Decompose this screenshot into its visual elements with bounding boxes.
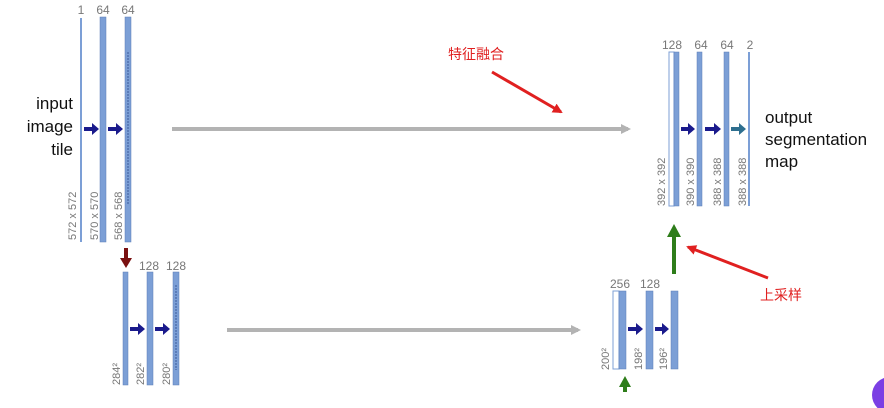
cropped-copy (668, 51, 675, 207)
conv-arrows (628, 323, 669, 335)
size-label: 568 x 568 (113, 192, 125, 240)
cropped-copy (612, 290, 620, 370)
final-conv-arrow (731, 123, 746, 135)
feature-map-conv5 (645, 290, 654, 370)
size-label: 200² (600, 348, 612, 370)
feature-map-conv7 (696, 51, 703, 207)
annotation-fusion: 特征融合 (448, 47, 563, 114)
up-conv-arrow (619, 376, 631, 392)
size-label: 388 x 388 (737, 158, 749, 206)
channel-label: 64 (121, 3, 135, 17)
size-label: 570 x 570 (89, 192, 101, 240)
output-label: output segmentation map (765, 108, 867, 171)
feature-map-conv1 (99, 16, 107, 243)
output-label-line: output (765, 108, 813, 127)
size-label: 390 x 390 (685, 158, 697, 206)
up-conv-arrow (667, 224, 681, 274)
floating-badge[interactable] (872, 377, 884, 408)
size-label: 198² (633, 348, 645, 370)
channel-label: 2 (747, 38, 754, 52)
input-label-line: image (27, 117, 73, 136)
feature-map-conv8 (723, 51, 730, 207)
channel-label: 128 (662, 38, 682, 52)
channel-label: 64 (96, 3, 110, 17)
level1-encoder: 1 64 64 572 x 572 570 x 570 568 x 568 (67, 3, 135, 243)
level1-decoder: 128 64 64 2 392 x 392 390 x 390 388 x 38… (656, 38, 754, 207)
conv-arrow (155, 323, 170, 335)
input-label-line: input (36, 94, 73, 113)
annotation-fusion-arrow (491, 70, 563, 114)
channel-label: 64 (720, 38, 734, 52)
conv-arrow (84, 123, 99, 135)
conv-arrows (130, 323, 170, 335)
annotation-upsample: 上采样 (686, 245, 802, 304)
size-label: 280² (161, 363, 173, 385)
size-label: 392 x 392 (656, 158, 668, 206)
feature-map-conv2 (124, 16, 132, 243)
feature-map-output (748, 52, 750, 206)
size-label: 284² (111, 363, 123, 385)
annotation-upsample-arrow (686, 245, 769, 280)
conv-arrows (84, 123, 123, 135)
conv-arrow (130, 323, 145, 335)
annotation-upsample-text: 上采样 (760, 288, 802, 304)
size-label: 572 x 572 (67, 192, 79, 240)
feature-map-upconv (673, 51, 680, 207)
conv-arrow (108, 123, 123, 135)
size-label: 282² (135, 363, 147, 385)
feature-map-pooled (122, 271, 129, 386)
level2-encoder: 128 128 284² 282² 280² (111, 259, 186, 386)
channel-label: 64 (694, 38, 708, 52)
input-label: input image tile (27, 94, 74, 159)
feature-map-input (80, 18, 82, 242)
channel-label: 1 (78, 3, 85, 17)
size-label: 388 x 388 (712, 158, 724, 206)
conv-arrow (681, 123, 695, 135)
annotation-fusion-text: 特征融合 (448, 47, 504, 63)
conv-arrows (681, 123, 721, 135)
feature-map-upconv (618, 290, 627, 370)
channel-label: 128 (166, 259, 186, 273)
conv-arrow (705, 123, 721, 135)
output-label-line: map (765, 152, 798, 171)
max-pool-arrow (120, 248, 132, 268)
channel-label: 128 (640, 277, 660, 291)
output-label-line: segmentation (765, 130, 867, 149)
level2-decoder: 256 128 200² 198² 196² (600, 277, 679, 370)
input-label-line: tile (51, 140, 73, 159)
channel-label: 256 (610, 277, 630, 291)
conv-arrow (655, 323, 669, 335)
size-label: 196² (658, 348, 670, 370)
channel-label: 128 (139, 259, 159, 273)
feature-map-conv6 (670, 290, 679, 370)
feature-map-conv3 (146, 271, 154, 386)
conv-arrow (628, 323, 643, 335)
